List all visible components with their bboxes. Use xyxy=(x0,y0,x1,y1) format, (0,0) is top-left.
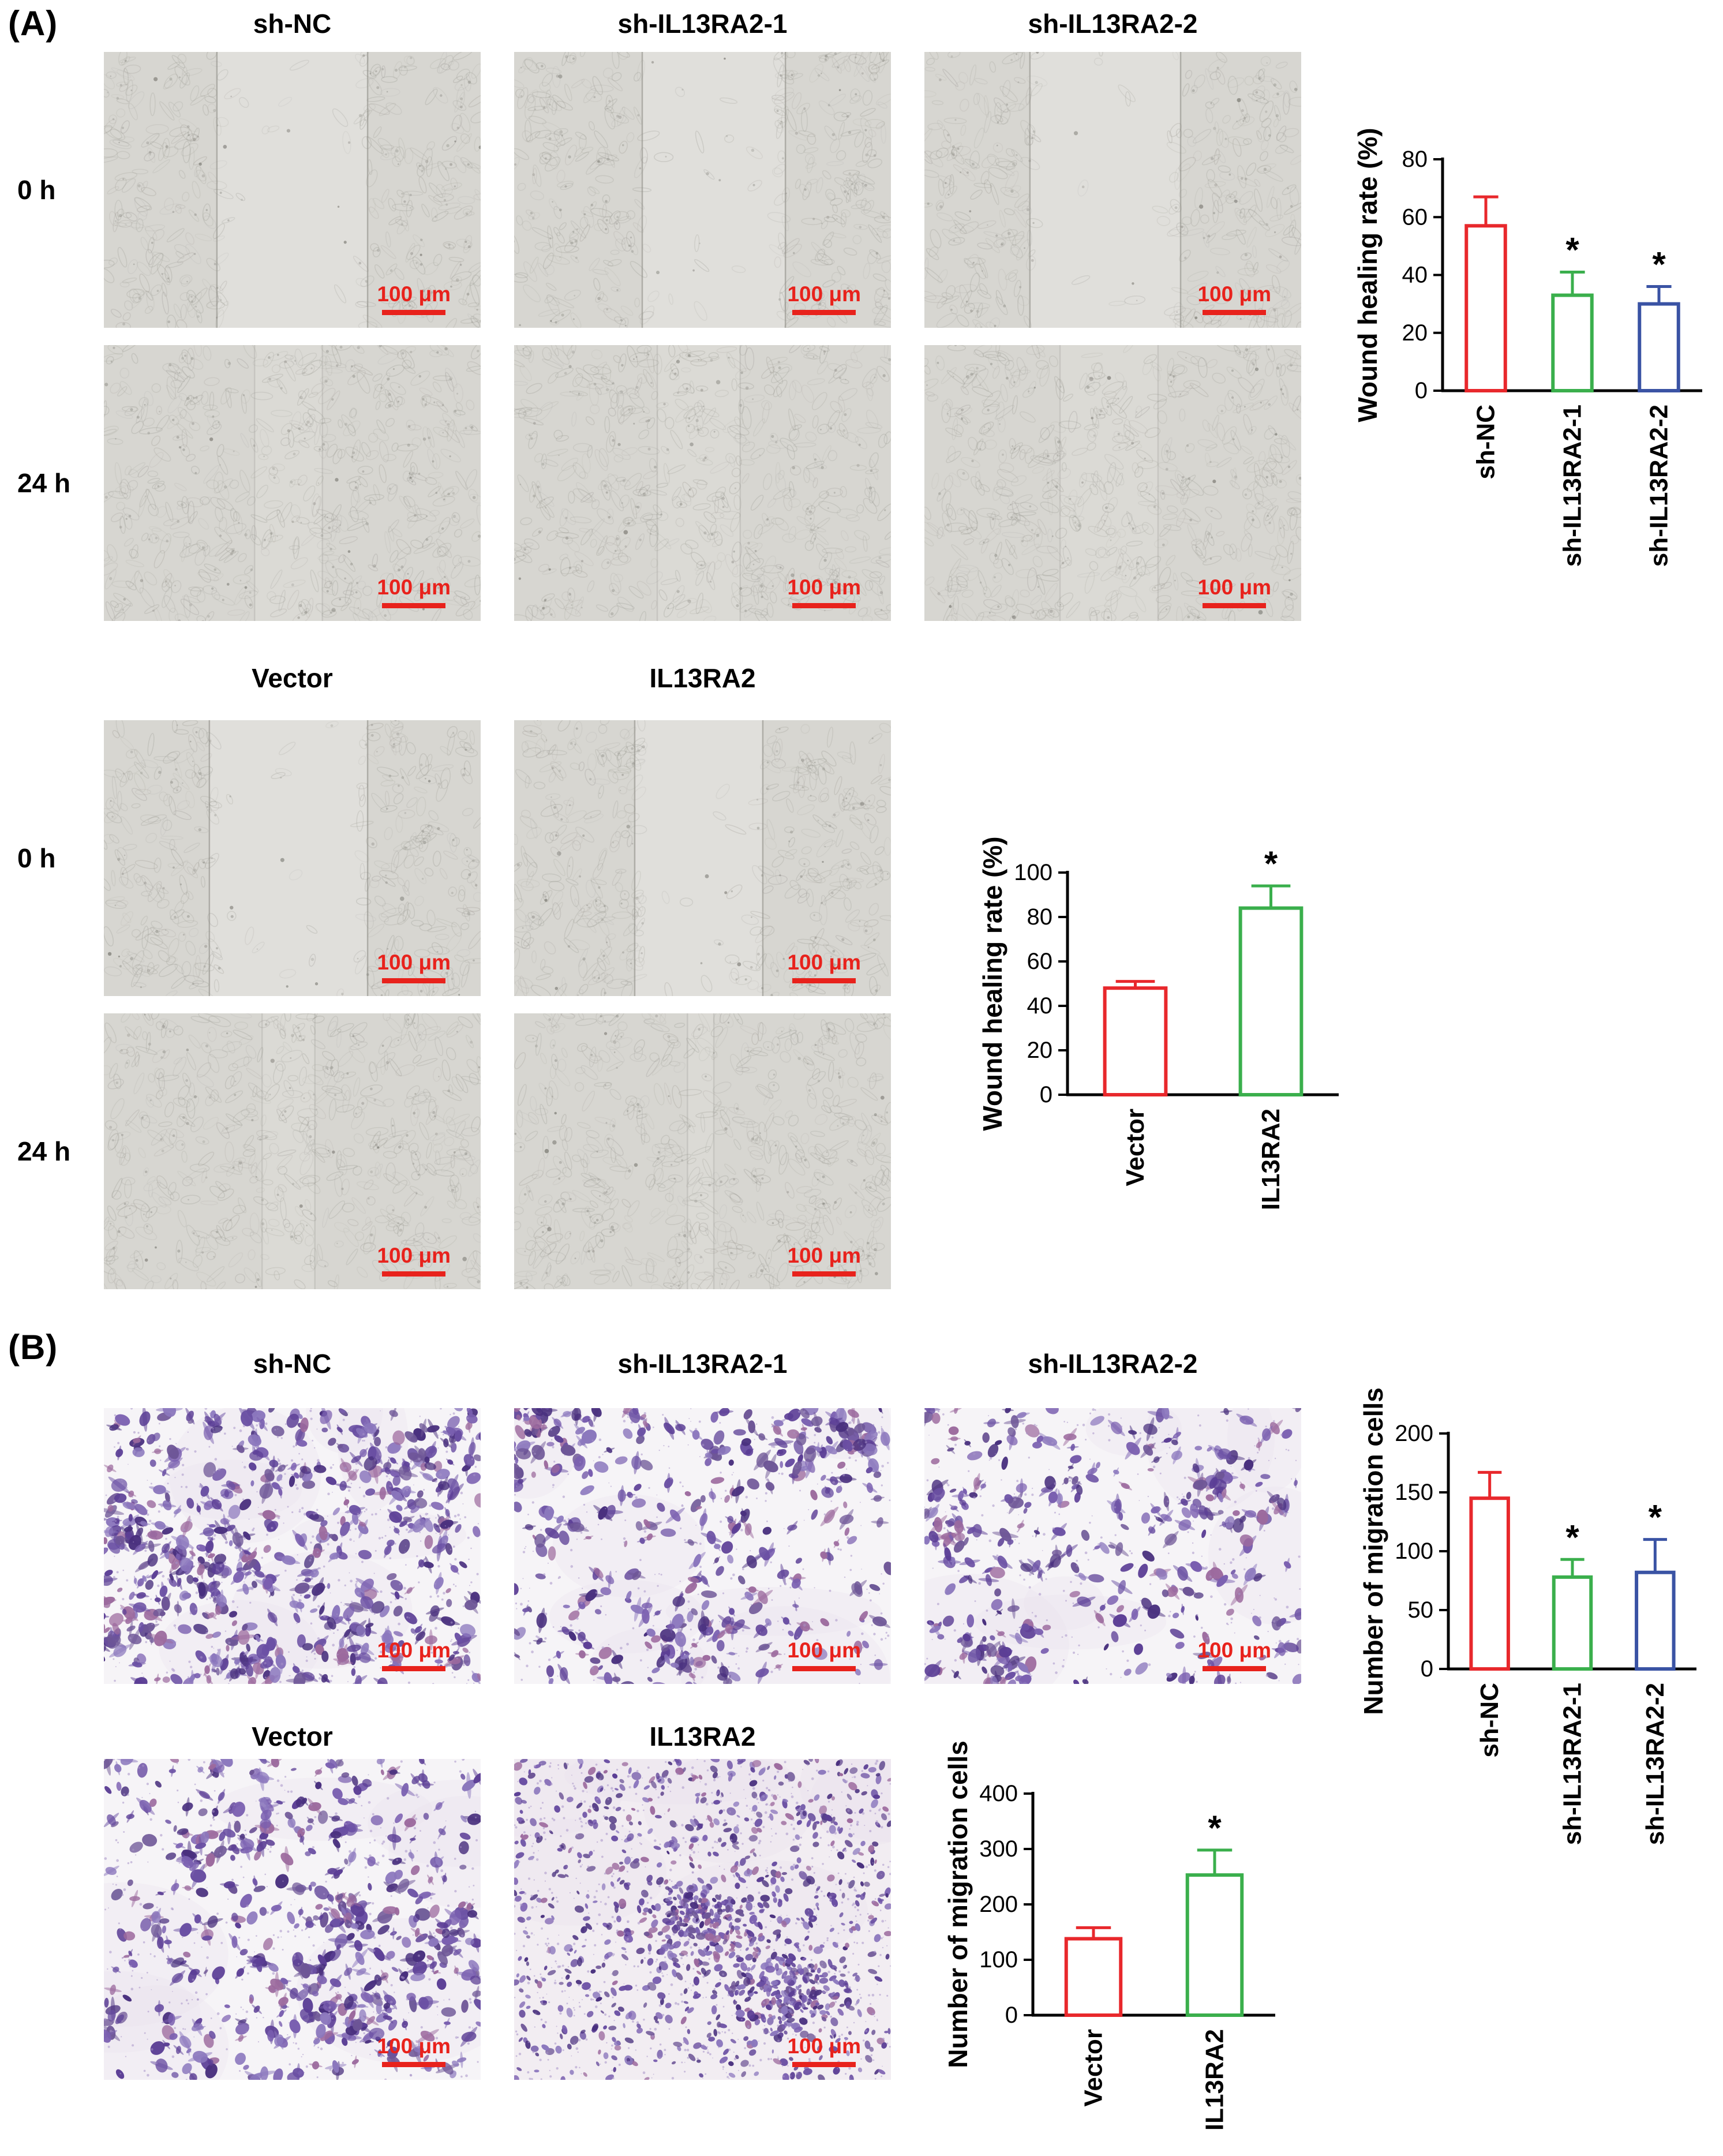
panel-a-label: (A) xyxy=(8,4,58,43)
scale-bar: 100 μm xyxy=(377,2035,451,2067)
scale-bar: 100 μm xyxy=(1197,283,1271,315)
scale-bar-line xyxy=(1203,603,1267,608)
micrograph-wound-sh-il13ra2-2-0h: 100 μm xyxy=(924,52,1301,328)
row-label-0h: 0 h xyxy=(17,175,56,205)
row-label-0h: 0 h xyxy=(17,843,56,873)
column-header-vector: Vector xyxy=(252,1721,333,1751)
scale-bar-label: 100 μm xyxy=(787,575,861,600)
micrograph-wound-vector-24h: 100 μm xyxy=(104,1013,481,1289)
scale-bar-line xyxy=(792,978,856,983)
scale-bar-line xyxy=(382,603,446,608)
svg-text:20: 20 xyxy=(1402,320,1428,346)
scale-bar-label: 100 μm xyxy=(377,950,451,975)
scale-bar: 100 μm xyxy=(377,575,451,608)
scale-bar: 100 μm xyxy=(377,1638,451,1671)
column-header-vector: Vector xyxy=(252,663,333,693)
micrograph-migration-sh-il13ra2-1: 100 μm xyxy=(514,1408,891,1684)
row-label-24h: 24 h xyxy=(17,468,71,498)
svg-text:sh-NC: sh-NC xyxy=(1472,405,1500,480)
scale-bar-line xyxy=(382,1271,446,1277)
svg-text:sh-IL13RA2-2: sh-IL13RA2-2 xyxy=(1645,405,1673,567)
scale-bar-label: 100 μm xyxy=(377,1638,451,1663)
scale-bar-label: 100 μm xyxy=(787,1638,861,1663)
scale-bar-label: 100 μm xyxy=(787,2034,861,2058)
scale-bar: 100 μm xyxy=(377,950,451,983)
column-header-sh-nc: sh-NC xyxy=(253,1349,332,1379)
scale-bar-line xyxy=(792,2062,856,2067)
column-header-il13ra2: IL13RA2 xyxy=(649,663,756,693)
column-header-sh-il13ra2-1: sh-IL13RA2-1 xyxy=(617,9,788,39)
micrograph-wound-sh-nc-0h: 100 μm xyxy=(104,52,481,328)
row-label-24h: 24 h xyxy=(17,1136,71,1166)
scale-bar-label: 100 μm xyxy=(1197,1638,1271,1663)
scale-bar-line xyxy=(792,1666,856,1671)
scale-bar-line xyxy=(382,1666,446,1671)
scale-bar-label: 100 μm xyxy=(377,1244,451,1268)
scale-bar-label: 100 μm xyxy=(377,575,451,600)
scale-bar-line xyxy=(1203,1666,1267,1671)
panel-b-label: (B) xyxy=(8,1328,58,1367)
svg-text:0: 0 xyxy=(1415,378,1428,403)
scale-bar-line xyxy=(792,1271,856,1277)
scale-bar: 100 μm xyxy=(787,2035,861,2067)
scale-bar-line xyxy=(792,603,856,608)
column-header-sh-il13ra2-2: sh-IL13RA2-2 xyxy=(1028,9,1198,39)
scale-bar: 100 μm xyxy=(787,1244,861,1277)
svg-text:sh-IL13RA2-1: sh-IL13RA2-1 xyxy=(1559,405,1587,567)
svg-text:*: * xyxy=(1565,230,1579,269)
scale-bar-label: 100 μm xyxy=(1197,575,1271,600)
micrograph-wound-sh-il13ra2-1-24h: 100 μm xyxy=(514,345,891,621)
micrograph-wound-sh-nc-24h: 100 μm xyxy=(104,345,481,621)
micrograph-wound-il13ra2-0h: 100 μm xyxy=(514,720,891,996)
micrograph-wound-sh-il13ra2-2-24h: 100 μm xyxy=(924,345,1301,621)
svg-text:40: 40 xyxy=(1402,263,1428,288)
chart-migration-overexpression: 0 100 200 300 400 Number of migration cells Ve… xyxy=(935,1740,1304,2156)
scale-bar: 100 μm xyxy=(1197,1638,1271,1671)
micrograph-wound-vector-0h: 100 μm xyxy=(104,720,481,996)
scale-bar-label: 100 μm xyxy=(377,282,451,306)
micrograph-wound-il13ra2-24h: 100 μm xyxy=(514,1013,891,1289)
column-header-il13ra2: IL13RA2 xyxy=(649,1721,756,1751)
scale-bar: 100 μm xyxy=(787,950,861,983)
scale-bar-label: 100 μm xyxy=(787,1244,861,1268)
svg-text:80: 80 xyxy=(1402,147,1428,172)
column-header-sh-il13ra2-1: sh-IL13RA2-1 xyxy=(617,1349,788,1379)
svg-text:Wound healing rate (%): Wound healing rate (%) xyxy=(1353,128,1383,422)
chart-wound-healing-overexpression: 0 20 40 60 80 100 Wound healing rate (%) Vector… xyxy=(969,836,1362,1282)
micrograph-migration-sh-nc: 100 μm xyxy=(104,1408,481,1684)
chart-wound-healing-knockdown: 0 20 40 60 80 Wound healing rate (%) sh-NC * sh-… xyxy=(1344,128,1720,641)
scale-bar: 100 μm xyxy=(377,283,451,315)
scale-bar: 100 μm xyxy=(787,1638,861,1671)
svg-text:*: * xyxy=(1652,245,1666,284)
micrograph-migration-sh-il13ra2-2: 100 μm xyxy=(924,1408,1301,1684)
scale-bar-label: 100 μm xyxy=(787,950,861,975)
micrograph-migration-il13ra2: 100 μm xyxy=(514,1759,891,2080)
svg-text:60: 60 xyxy=(1402,204,1428,230)
scale-bar: 100 μm xyxy=(787,575,861,608)
scale-bar-label: 100 μm xyxy=(787,282,861,306)
micrograph-migration-vector: 100 μm xyxy=(104,1759,481,2080)
scale-bar-line xyxy=(792,310,856,315)
chart-migration-knockdown: 0 50 100 150 200 Number of migration cells sh-… xyxy=(1350,1387,1723,1916)
scale-bar: 100 μm xyxy=(377,1244,451,1277)
scale-bar-line xyxy=(382,2062,446,2067)
scale-bar: 100 μm xyxy=(1197,575,1271,608)
scale-bar: 100 μm xyxy=(787,283,861,315)
scale-bar-line xyxy=(1203,310,1267,315)
column-header-sh-il13ra2-2: sh-IL13RA2-2 xyxy=(1028,1349,1198,1379)
scale-bar-label: 100 μm xyxy=(377,2034,451,2058)
micrograph-wound-sh-il13ra2-1-0h: 100 μm xyxy=(514,52,891,328)
scale-bar-line xyxy=(382,310,446,315)
scale-bar-label: 100 μm xyxy=(1197,282,1271,306)
column-header-sh-nc: sh-NC xyxy=(253,9,332,39)
scale-bar-line xyxy=(382,978,446,983)
